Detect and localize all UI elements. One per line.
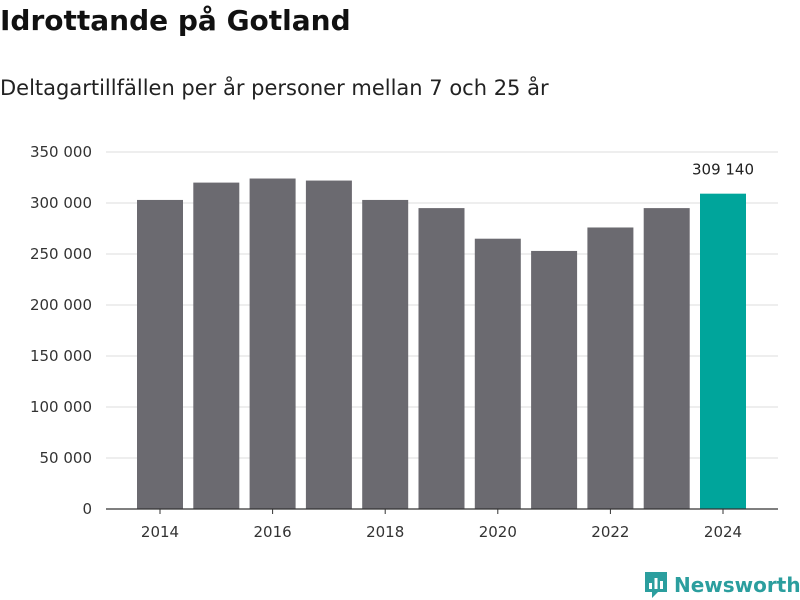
x-axis-ticks: 2014 2016 2018 2020 2022 2024 [141, 509, 742, 541]
bar-chart: 0 50 000 100 000 150 000 200 000 250 000 300 0… [30, 143, 778, 541]
highlight-value-label: 309 140 [692, 161, 754, 179]
bar-2019 [418, 208, 465, 509]
bar-2015 [193, 182, 240, 509]
x-tick-label: 2024 [704, 523, 742, 541]
x-tick-label: 2020 [479, 523, 517, 541]
x-tick-label: 2022 [591, 523, 629, 541]
bar-2016 [249, 178, 296, 509]
x-tick-label: 2014 [141, 523, 179, 541]
bar-2020 [474, 238, 521, 509]
bar-2022 [587, 227, 634, 510]
y-tick-label: 300 000 [30, 194, 92, 212]
y-axis-ticks: 0 50 000 100 000 150 000 200 000 250 000 300 0… [30, 143, 92, 518]
newsworthy-logo-icon [645, 572, 667, 598]
data-labels: 309 140 [692, 161, 754, 179]
y-tick-label: 350 000 [30, 143, 92, 161]
x-tick-label: 2018 [366, 523, 404, 541]
bar-2017 [305, 180, 352, 509]
brand-name: Newsworthy [674, 573, 800, 597]
bar-2018 [362, 199, 409, 509]
y-tick-label: 150 000 [30, 347, 92, 365]
bars [137, 178, 746, 510]
newsworthy-branding[interactable]: Newsworthy [644, 570, 800, 600]
y-tick-label: 0 [82, 500, 92, 518]
y-tick-label: 250 000 [30, 245, 92, 263]
bar-2023 [643, 208, 690, 509]
bar-2024 [700, 193, 746, 510]
y-tick-label: 100 000 [30, 398, 92, 416]
x-tick-label: 2016 [254, 523, 292, 541]
y-tick-label: 50 000 [40, 449, 93, 467]
chart-subtitle: Deltagartillfällen per år personer mella… [0, 76, 549, 100]
bar-2021 [531, 250, 578, 509]
y-tick-label: 200 000 [30, 296, 92, 314]
chart-title: Idrottande på Gotland [0, 4, 351, 37]
bar-2014 [137, 199, 183, 509]
